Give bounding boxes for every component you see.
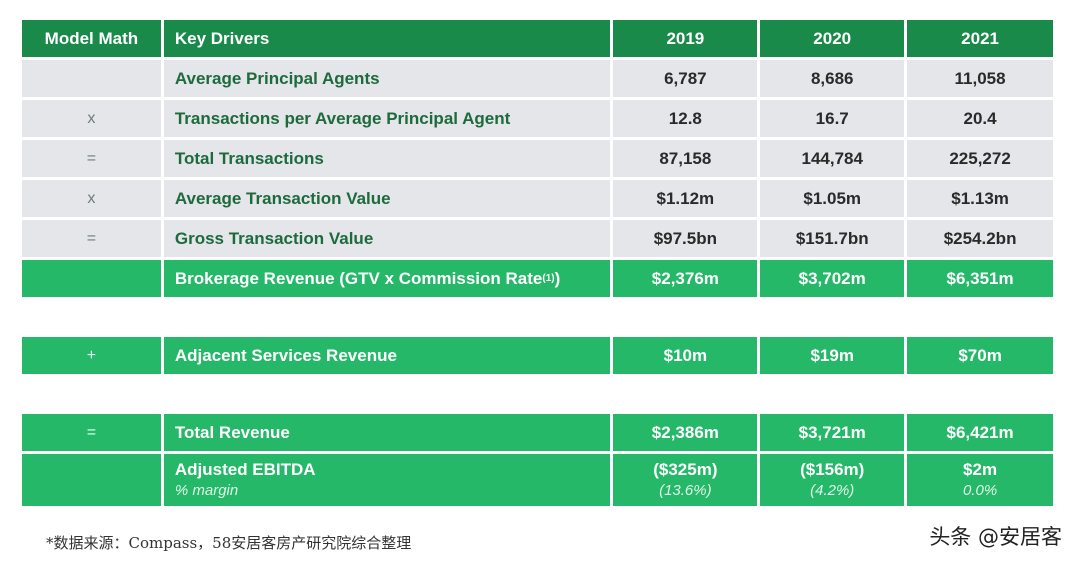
row-label: Transactions per Average Principal Agent: [163, 100, 611, 137]
row-value-2020: $151.7bn: [760, 220, 905, 257]
financial-model-table: Model Math Key Drivers 2019 2020 2021 Av…: [22, 20, 1053, 509]
row-value-2021: $1.13m: [907, 180, 1053, 217]
row-operator: =: [22, 140, 161, 177]
row-value-2021: 20.4: [907, 100, 1053, 137]
table-spacer: [22, 377, 1053, 414]
table-row: Average Principal Agents 6,787 8,686 11,…: [22, 60, 1053, 97]
row-value-2021: $254.2bn: [907, 220, 1053, 257]
source-footnote: *数据来源：Compass，58安居客房产研究院综合整理: [46, 534, 412, 552]
row-label: Total Transactions: [163, 140, 611, 177]
row-operator: x: [22, 100, 161, 137]
brokerage-label-text: Brokerage Revenue (GTV x Commission Rate: [174, 268, 543, 288]
row-operator: =: [22, 414, 161, 451]
margin-value-2021: 0.0%: [962, 482, 998, 499]
row-operator: [22, 260, 161, 297]
header-model-math: Model Math: [22, 20, 161, 57]
ebitda-label: Adjusted EBITDA: [174, 460, 316, 479]
row-operator: +: [22, 337, 161, 374]
row-value-2020: 144,784: [760, 140, 905, 177]
table-row-highlight: Brokerage Revenue (GTV x Commission Rate…: [22, 260, 1053, 297]
row-value-2019: $1.12m: [613, 180, 758, 217]
row-label: Average Principal Agents: [163, 60, 611, 97]
row-value-2021: $6,351m: [907, 260, 1053, 297]
table-row-highlight: + Adjacent Services Revenue $10m $19m $7…: [22, 337, 1053, 374]
header-year-2019: 2019: [613, 20, 758, 57]
row-operator: [22, 454, 161, 506]
row-operator: [22, 60, 161, 97]
row-value-2019: $10m: [613, 337, 758, 374]
table-row: x Average Transaction Value $1.12m $1.05…: [22, 180, 1053, 217]
row-value-2021: $6,421m: [907, 414, 1053, 451]
row-label: Adjacent Services Revenue: [163, 337, 611, 374]
row-value-2020: $19m: [760, 337, 905, 374]
row-value-2021: 11,058: [907, 60, 1053, 97]
table-row-highlight: Adjusted EBITDA % margin ($325m) (13.6%)…: [22, 454, 1053, 506]
header-year-2020: 2020: [760, 20, 905, 57]
header-key-drivers: Key Drivers: [163, 20, 611, 57]
row-value-2020: $3,721m: [760, 414, 905, 451]
row-value-2019: $2,376m: [613, 260, 758, 297]
row-value-2019: ($325m) (13.6%): [613, 454, 758, 506]
ebitda-value-2021: $2m: [963, 460, 998, 479]
row-value-2020: 8,686: [760, 60, 905, 97]
row-value-2019: 12.8: [613, 100, 758, 137]
row-operator: x: [22, 180, 161, 217]
margin-value-2020: (4.2%): [810, 482, 855, 499]
row-value-2020: $1.05m: [760, 180, 905, 217]
row-value-2020: ($156m) (4.2%): [760, 454, 905, 506]
row-value-2019: 6,787: [613, 60, 758, 97]
row-value-2019: 87,158: [613, 140, 758, 177]
row-value-2020: 16.7: [760, 100, 905, 137]
ebitda-value-2019: ($325m): [653, 460, 718, 479]
table-header-row: Model Math Key Drivers 2019 2020 2021: [22, 20, 1053, 57]
row-value-2019: $2,386m: [613, 414, 758, 451]
row-value-2019: $97.5bn: [613, 220, 758, 257]
row-label: Adjusted EBITDA % margin: [163, 454, 611, 506]
row-value-2020: $3,702m: [760, 260, 905, 297]
row-label: Total Revenue: [163, 414, 611, 451]
margin-label: % margin: [174, 482, 239, 499]
row-value-2021: 225,272: [907, 140, 1053, 177]
row-value-2021: $70m: [907, 337, 1053, 374]
table-row: x Transactions per Average Principal Age…: [22, 100, 1053, 137]
ebitda-value-2020: ($156m): [800, 460, 865, 479]
source-watermark: 头条 @安居客: [929, 525, 1062, 549]
margin-value-2019: (13.6%): [659, 482, 712, 499]
header-year-2021: 2021: [907, 20, 1053, 57]
row-label: Average Transaction Value: [163, 180, 611, 217]
footnote-marker: (1): [542, 273, 555, 284]
table-row-highlight: = Total Revenue $2,386m $3,721m $6,421m: [22, 414, 1053, 451]
table-row: = Gross Transaction Value $97.5bn $151.7…: [22, 220, 1053, 257]
table-row: = Total Transactions 87,158 144,784 225,…: [22, 140, 1053, 177]
brokerage-label-close: ): [554, 268, 561, 288]
row-label: Gross Transaction Value: [163, 220, 611, 257]
table-spacer: [22, 300, 1053, 337]
row-value-2021: $2m 0.0%: [907, 454, 1053, 506]
row-label: Brokerage Revenue (GTV x Commission Rate…: [163, 260, 611, 297]
row-operator: =: [22, 220, 161, 257]
